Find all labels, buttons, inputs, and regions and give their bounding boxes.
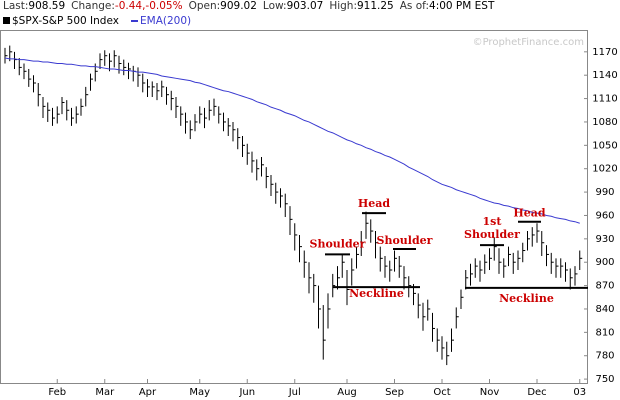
x-tick-label: Apr: [139, 387, 157, 398]
y-tick-label: 900: [595, 257, 614, 268]
legend-swatch: [3, 17, 10, 24]
x-tick-label: Oct: [433, 387, 450, 398]
x-tick-label: Feb: [48, 387, 66, 398]
y-tick-label: 1110: [592, 94, 617, 105]
x-tick-label: 03: [573, 387, 586, 398]
y-tick-label: 810: [595, 327, 614, 338]
y-tick-label: 990: [595, 187, 614, 198]
annotation: 1st: [483, 215, 503, 228]
watermark: ©ProphetFinance.com: [473, 37, 584, 48]
y-tick-label: 960: [595, 210, 614, 221]
x-tick-label: Dec: [527, 387, 546, 398]
x-tick-label: Nov: [480, 387, 500, 398]
legend-swatch: [131, 20, 138, 22]
legend-label: EMA(200): [140, 15, 191, 27]
quote-label: As of:: [399, 0, 430, 12]
x-tick-label: Jul: [288, 387, 301, 398]
y-tick-label: 1020: [592, 164, 617, 175]
y-tick-label: 930: [595, 234, 614, 245]
y-tick-label: 750: [595, 374, 614, 385]
x-tick-label: Mar: [95, 387, 115, 398]
y-tick-label: 1050: [592, 140, 617, 151]
y-tick-label: 840: [595, 304, 614, 315]
y-tick-label: 1140: [592, 70, 617, 81]
quote-header: Last:908.59 Change:-0.44,-0.05% Open:909.0…: [3, 0, 500, 12]
x-tick-label: Jun: [238, 387, 255, 398]
quote-value: 903.07: [286, 0, 324, 12]
quote-value: -0.44,-0.05%: [114, 0, 183, 12]
quote-label: Last:: [3, 0, 29, 12]
annotation: Shoulder: [464, 228, 520, 241]
y-tick-label: 1170: [592, 47, 617, 58]
annotation: Neckline: [349, 287, 404, 300]
quote-value: 911.25: [356, 0, 394, 12]
y-tick-label: 870: [595, 281, 614, 292]
annotation: Head: [513, 207, 546, 220]
x-tick-label: May: [189, 387, 210, 398]
x-tick-label: Aug: [337, 387, 357, 398]
quote-value: 909.02: [220, 0, 257, 12]
quote-value: 908.59: [28, 0, 66, 12]
quote-value: 4:00 PM EST: [429, 0, 495, 12]
x-tick-label: Sep: [385, 387, 404, 398]
quote-label: High:: [329, 0, 357, 12]
quote-label: Open:: [188, 0, 221, 12]
annotation: Neckline: [499, 292, 554, 305]
annotation: Shoulder: [377, 234, 433, 247]
annotation: Head: [358, 197, 391, 210]
ema-line: [4, 57, 580, 224]
y-tick-label: 1080: [592, 117, 617, 128]
quote-label: Low:: [262, 0, 287, 12]
annotation: Shoulder: [310, 237, 366, 250]
plot-frame: [0, 30, 588, 384]
quote-label: Change:: [71, 0, 115, 12]
y-tick-label: 780: [595, 351, 614, 362]
legend-label: $SPX-S&P 500 Index: [12, 15, 119, 27]
